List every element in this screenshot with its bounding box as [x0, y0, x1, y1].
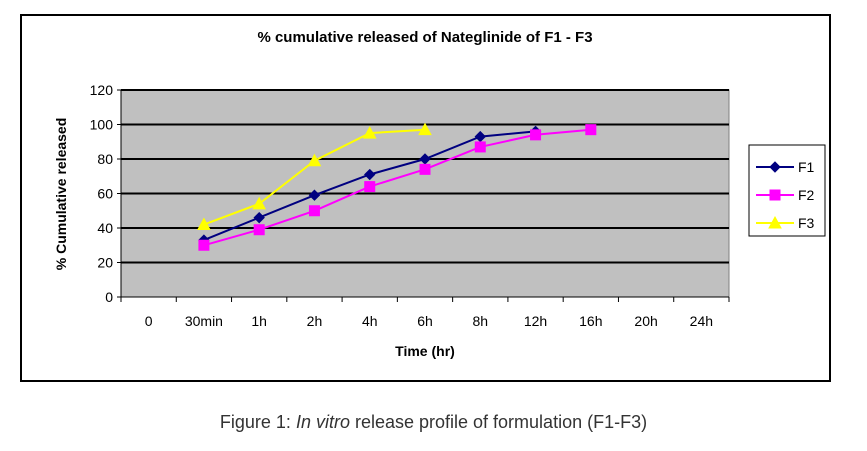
legend-marker-f1 [769, 161, 781, 173]
legend: F1 F2 F3 [748, 144, 826, 237]
x-axis-label: Time (hr) [395, 343, 455, 359]
point-f3-2h [307, 153, 322, 167]
y-tick-label-0: 0 [105, 289, 113, 305]
point-f2-2h [308, 205, 320, 217]
chart-svg: 0 20 40 60 80 100 120 0 30min 1h 2h 4h 6h 8h 12h 16h 20… [53, 29, 826, 359]
chart-frame: 0 20 40 60 80 100 120 0 30min 1h 2h 4h 6h 8h 12h 16h 20… [20, 14, 831, 382]
caption-prefix: Figure 1: [219, 412, 296, 432]
point-f3-4h [362, 126, 377, 139]
legend-marker-f3 [768, 215, 782, 229]
point-f1-4h [364, 168, 376, 181]
chart-title: % cumulative released of Nateglinide of … [257, 29, 592, 46]
x-ticks: 0 30min 1h 2h 4h 6h 8h 12h 16h 20h 24h [120, 297, 730, 329]
y-tick-label-100: 100 [90, 117, 114, 133]
point-f2-12h [530, 129, 542, 141]
x-tick-label-6h: 6h [417, 313, 433, 329]
point-f2-6h [419, 163, 431, 175]
caption-suffix: release profile of formulation (F1-F3) [349, 412, 648, 432]
y-tick-label-120: 120 [90, 82, 114, 98]
point-f3-1h [252, 196, 267, 210]
point-f1-1h [253, 211, 265, 224]
y-ticks: 0 20 40 60 80 100 120 [90, 82, 121, 305]
x-tick-label-16h: 16h [579, 313, 602, 329]
point-f2-4h [364, 181, 376, 193]
x-tick-label-2h: 2h [307, 313, 323, 329]
legend-label-f3: F3 [798, 215, 815, 231]
figure-caption: Figure 1: In vitro release profile of fo… [0, 412, 867, 433]
x-tick-label-20h: 20h [634, 313, 657, 329]
x-tick-label-0: 0 [145, 313, 153, 329]
x-tick-label-1h: 1h [251, 313, 267, 329]
x-tick-label-8h: 8h [472, 313, 488, 329]
x-tick-label-24h: 24h [690, 313, 713, 329]
legend-items: F1 F2 F3 [756, 159, 815, 231]
point-f3-30min [197, 217, 211, 231]
point-f2-16h [585, 124, 597, 136]
x-tick-label-4h: 4h [362, 313, 378, 329]
series-line-f2 [203, 128, 591, 247]
legend-label-f2: F2 [798, 187, 815, 203]
point-f2-30min [198, 239, 210, 251]
y-tick-label-80: 80 [97, 151, 113, 167]
y-axis-label: % Cumulative released [53, 118, 69, 271]
caption-italic: In vitro [295, 412, 350, 432]
point-f2-8h [474, 141, 486, 153]
point-f2-1h [253, 224, 265, 236]
legend-label-f1: F1 [798, 159, 815, 175]
x-tick-label-12h: 12h [524, 313, 547, 329]
legend-marker-f2 [769, 189, 781, 201]
point-f1-2h [308, 189, 321, 201]
legend-box [748, 144, 826, 237]
series-layer [197, 122, 597, 251]
y-tick-label-40: 40 [97, 220, 113, 236]
x-tick-label-30min: 30min [185, 313, 223, 329]
y-tick-label-60: 60 [97, 186, 113, 202]
y-tick-label-20: 20 [97, 255, 113, 271]
point-f3-6h [418, 122, 432, 136]
